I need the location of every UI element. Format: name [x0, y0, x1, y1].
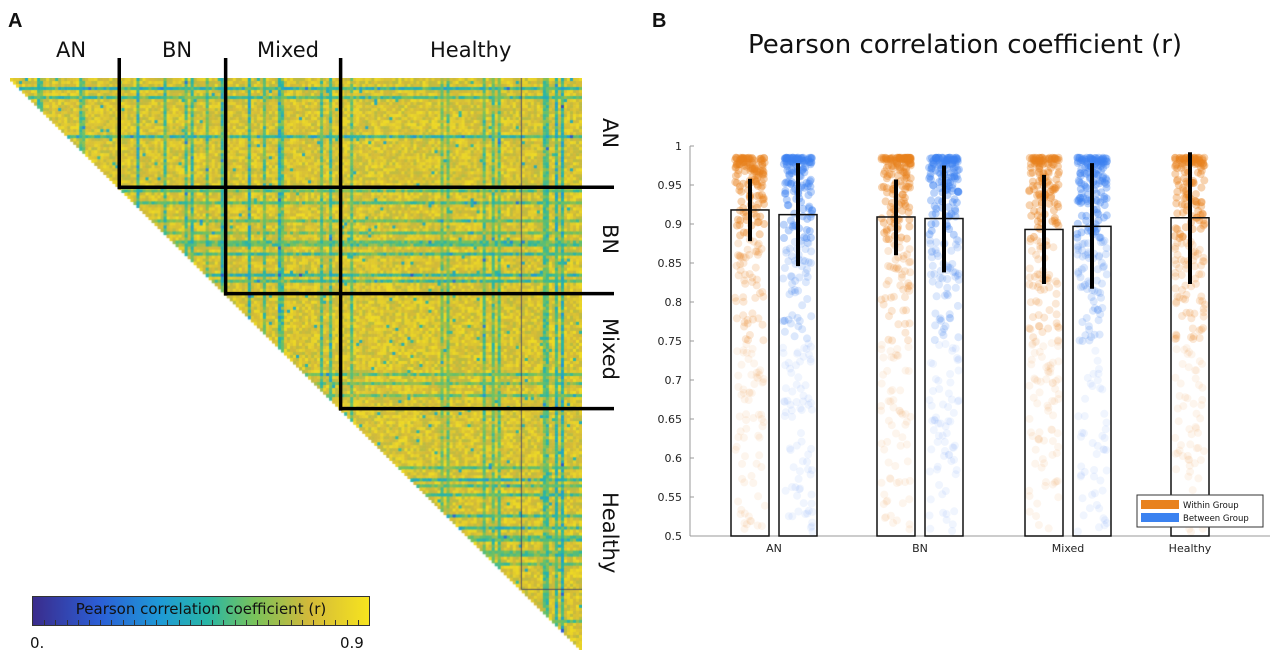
y-tick-label: 0.85 — [658, 257, 683, 270]
colorbar-tick — [77, 620, 79, 625]
correlation-matrix-canvas — [10, 78, 582, 650]
legend: Within Group Between Group — [1136, 494, 1264, 528]
colorbar-tick — [145, 620, 146, 625]
matrix-top-label-an: AN — [56, 38, 87, 62]
colorbar-tick — [189, 620, 191, 625]
y-tick-label: 0.95 — [658, 179, 683, 192]
x-tick-label-an: AN — [766, 542, 782, 555]
panel-b-letter: B — [652, 10, 667, 32]
colorbar-tick — [55, 620, 57, 625]
colorbar-tick — [167, 620, 169, 625]
colorbar-tick — [89, 620, 90, 625]
scatter-points-bn-1 — [925, 153, 963, 535]
colorbar-tick — [257, 620, 258, 625]
x-tick-label-bn: BN — [912, 542, 928, 555]
matrix-top-label-bn: BN — [162, 38, 193, 62]
legend-swatch-1 — [1141, 513, 1179, 522]
y-tick-label: 0.8 — [665, 296, 683, 309]
y-tick-label: 0.75 — [658, 335, 683, 348]
colorbar-tick — [66, 620, 68, 625]
y-tick-label: 0.7 — [665, 374, 683, 387]
colorbar-tick — [357, 620, 359, 625]
matrix-top-label-mixed: Mixed — [257, 38, 319, 62]
matrix-top-label-healthy: Healthy — [430, 38, 512, 62]
colorbar-tick — [212, 620, 214, 625]
chart-title: Pearson correlation coefficient (r) — [747, 30, 1183, 60]
colorbar-tick — [111, 620, 113, 625]
colorbar: Pearson correlation coefficient (r) — [32, 596, 370, 626]
panel-a-letter: A — [8, 10, 23, 32]
correlation-matrix — [10, 58, 614, 650]
colorbar-tick — [245, 620, 247, 625]
bar-chart: 0.5 0.55 0.6 0.65 0.7 0.75 0.8 0.85 0.9 0.95 1 AN BN… — [658, 140, 1270, 555]
colorbar-tick — [301, 620, 303, 625]
x-tick-label-mixed: Mixed — [1052, 542, 1084, 555]
y-tick-label: 0.5 — [665, 530, 683, 543]
legend-swatch-0 — [1141, 500, 1179, 509]
y-tick-label: 1 — [675, 140, 682, 153]
colorbar-min-label: 0. — [30, 634, 45, 652]
colorbar-tick — [279, 620, 281, 625]
colorbar-tick — [156, 620, 158, 625]
y-tick-label: 0.55 — [658, 491, 683, 504]
y-tick-label: 0.65 — [658, 413, 683, 426]
colorbar-tick — [223, 620, 225, 625]
colorbar-tick — [268, 620, 270, 625]
colorbar-tick — [122, 620, 124, 625]
scatter-points-bn-0 — [877, 153, 915, 534]
y-tick-label: 0.9 — [665, 218, 683, 231]
colorbar-tick — [234, 620, 236, 625]
colorbar-tick — [313, 620, 314, 625]
scatter-points-healthy-0 — [1171, 153, 1209, 536]
colorbar-tick — [335, 620, 337, 625]
legend-label-1: Between Group — [1183, 514, 1249, 524]
colorbar-tick — [133, 620, 135, 625]
group-boundary-lines — [117, 58, 614, 411]
colorbar-tick — [324, 620, 326, 625]
scatter-points-an-1 — [779, 153, 817, 536]
x-tick-label-healthy: Healthy — [1169, 542, 1212, 555]
colorbar-label: Pearson correlation coefficient (r) — [75, 600, 327, 618]
scatter-points-an-0 — [731, 153, 769, 533]
colorbar-tick — [346, 620, 348, 625]
colorbar-tick — [290, 620, 292, 625]
colorbar-max-label: 0.9 — [340, 634, 364, 652]
colorbar-tick — [201, 620, 202, 625]
legend-label-0: Within Group — [1183, 501, 1239, 511]
colorbar-tick — [100, 620, 102, 625]
y-tick-label: 0.6 — [665, 452, 683, 465]
colorbar-tick — [44, 620, 46, 625]
colorbar-tick — [178, 620, 180, 625]
